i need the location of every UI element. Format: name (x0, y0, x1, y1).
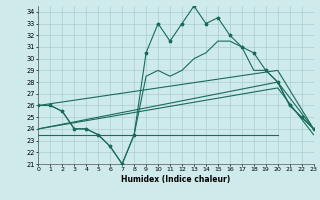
X-axis label: Humidex (Indice chaleur): Humidex (Indice chaleur) (121, 175, 231, 184)
